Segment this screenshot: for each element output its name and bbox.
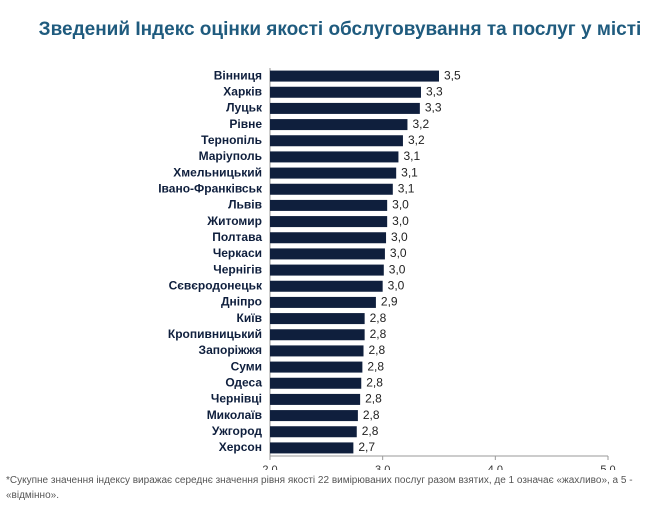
value-label: 3,1 xyxy=(398,181,415,195)
value-label: 3,0 xyxy=(388,278,405,292)
value-label: 3,0 xyxy=(391,230,408,244)
bar xyxy=(270,426,357,438)
bar xyxy=(270,280,383,292)
y-tick-label: Суми xyxy=(231,359,262,373)
bar xyxy=(270,119,408,131)
chart: Зведений Індекс оцінки якості обслуговув… xyxy=(39,19,642,470)
bar xyxy=(270,248,385,260)
value-label: 3,0 xyxy=(389,262,406,276)
value-label: 2,8 xyxy=(366,375,383,389)
y-tick-label: Ужгород xyxy=(212,424,262,438)
value-label: 2,7 xyxy=(358,440,375,454)
y-tick-label: Одеса xyxy=(225,375,262,389)
bar xyxy=(270,232,387,244)
bar xyxy=(270,167,397,179)
y-tick-label: Харків xyxy=(223,84,262,98)
y-tick-label: Вінниця xyxy=(214,68,262,82)
footnote: *Сукупне значення індексу виражає середн… xyxy=(6,475,633,501)
y-tick-label: Запоріжжя xyxy=(199,343,262,357)
y-tick-label: Рівне xyxy=(229,117,262,131)
value-label: 3,5 xyxy=(444,68,461,82)
bar xyxy=(270,264,384,276)
y-tick-label: Київ xyxy=(237,311,262,325)
value-label: 2,8 xyxy=(362,424,379,438)
bar xyxy=(270,199,388,211)
value-label: 3,0 xyxy=(392,198,409,212)
y-tick-label: Маріуполь xyxy=(199,149,262,163)
bar xyxy=(270,296,376,308)
bar xyxy=(270,102,420,114)
bar xyxy=(270,393,361,405)
y-tick-label: Львів xyxy=(228,198,262,212)
bar xyxy=(270,70,439,82)
bar xyxy=(270,361,363,373)
y-tick-label: Івано-Франківськ xyxy=(158,181,263,195)
y-tick-label: Дніпро xyxy=(221,295,262,309)
chart-title: Зведений Індекс оцінки якості обслуговув… xyxy=(39,19,642,40)
bar xyxy=(270,329,365,341)
value-label: 3,3 xyxy=(425,101,442,115)
bar xyxy=(270,377,362,389)
value-label: 3,1 xyxy=(403,149,420,163)
y-tick-label: Сєвєродонецьк xyxy=(169,278,263,292)
y-tick-label: Полтава xyxy=(212,230,262,244)
bar xyxy=(270,216,388,228)
bar xyxy=(270,86,421,98)
y-tick-label: Кропивницький xyxy=(168,327,262,341)
bar xyxy=(270,442,354,454)
value-label: 2,8 xyxy=(367,359,384,373)
y-tick-label: Миколаїв xyxy=(207,408,262,422)
value-label: 3,0 xyxy=(390,246,407,260)
x-tick-label: 3,0 xyxy=(375,464,390,470)
value-label: 3,0 xyxy=(392,214,409,228)
value-label: 2,8 xyxy=(363,408,380,422)
value-label: 3,2 xyxy=(408,133,425,147)
bar xyxy=(270,410,358,422)
y-tick-label: Хмельницький xyxy=(173,165,262,179)
value-label: 3,2 xyxy=(412,117,429,131)
bar xyxy=(270,345,364,357)
y-tick-label: Чернівці xyxy=(211,392,262,406)
x-tick-label: 2,0 xyxy=(262,464,277,470)
bar xyxy=(270,135,403,147)
x-tick-label: 5,0 xyxy=(600,464,615,470)
y-tick-label: Чернігів xyxy=(213,262,262,276)
value-label: 2,9 xyxy=(381,295,398,309)
value-label: 2,8 xyxy=(369,343,386,357)
value-label: 2,8 xyxy=(365,392,382,406)
value-label: 3,3 xyxy=(426,84,443,98)
y-tick-label: Луцьк xyxy=(226,101,263,115)
bar xyxy=(270,313,365,325)
value-label: 2,8 xyxy=(370,311,387,325)
value-label: 2,8 xyxy=(370,327,387,341)
x-tick-label: 4,0 xyxy=(488,464,503,470)
y-tick-label: Черкаси xyxy=(213,246,262,260)
y-tick-label: Житомир xyxy=(206,214,262,228)
y-tick-label: Тернопіль xyxy=(201,133,262,147)
bar xyxy=(270,183,393,195)
bar xyxy=(270,151,399,163)
y-tick-label: Херсон xyxy=(219,440,262,454)
value-label: 3,1 xyxy=(401,165,418,179)
